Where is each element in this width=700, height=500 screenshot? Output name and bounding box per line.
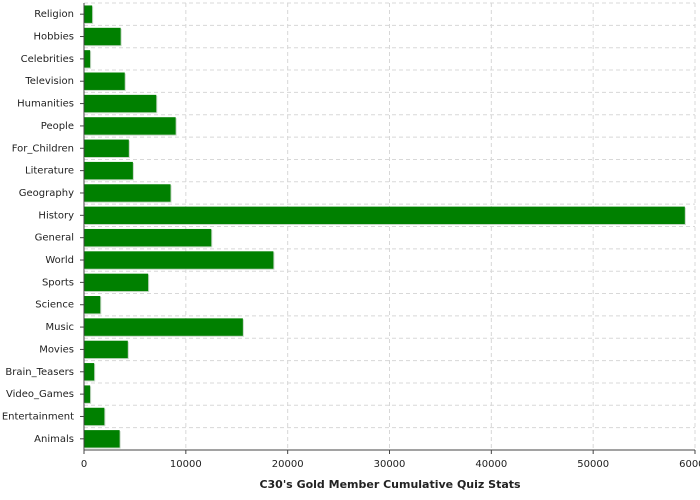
y-tick-label: Geography: [19, 188, 74, 199]
y-tick-label: Sports: [42, 277, 74, 288]
y-tick-label: General: [35, 233, 74, 244]
x-axis-title: C30's Gold Member Cumulative Quiz Stats: [259, 478, 521, 491]
y-tick-label: World: [45, 255, 74, 266]
bar: [84, 50, 91, 68]
x-tick-label: 60000: [679, 459, 700, 470]
y-tick-label: Animals: [34, 434, 74, 445]
bar: [84, 407, 105, 426]
y-tick-label: People: [41, 121, 74, 132]
y-tick-label: Literature: [25, 166, 74, 177]
y-tick-label: Television: [24, 76, 74, 87]
bar: [84, 296, 101, 314]
bar: [84, 318, 243, 336]
y-tick-label: Science: [35, 300, 74, 311]
bar: [84, 430, 120, 448]
bar: [84, 94, 157, 113]
bar: [84, 5, 93, 23]
x-tick-label: 30000: [374, 459, 406, 470]
y-tick-label: Religion: [34, 9, 74, 20]
bar: [84, 340, 128, 359]
bar: [84, 72, 125, 90]
x-tick-label: 50000: [577, 459, 609, 470]
y-tick-label: Brain_Teasers: [5, 367, 74, 378]
bar: [84, 27, 121, 46]
bar: [84, 363, 95, 381]
y-tick-label: Video_Games: [6, 389, 74, 400]
x-tick-label: 10000: [170, 459, 202, 470]
y-tick-label: For_Children: [12, 143, 74, 154]
bar: [84, 251, 274, 269]
y-tick-label: Celebrities: [21, 54, 74, 65]
bar: [84, 385, 91, 403]
y-tick-label: Hobbies: [34, 32, 74, 43]
x-tick-label: 40000: [475, 459, 507, 470]
y-tick-label: Movies: [39, 344, 74, 355]
y-tick-label: Entertainment: [2, 411, 74, 422]
bar: [84, 117, 176, 135]
bar: [84, 184, 171, 202]
y-tick-label: Humanities: [17, 99, 74, 110]
bar: [84, 161, 133, 180]
bar: [84, 206, 685, 225]
bar: [84, 228, 212, 247]
y-tick-label: History: [38, 210, 74, 221]
x-tick-label: 20000: [272, 459, 304, 470]
y-tick-label: Music: [46, 322, 74, 333]
bar: [84, 139, 129, 157]
bar: [84, 273, 149, 292]
x-tick-label: 0: [81, 459, 87, 470]
